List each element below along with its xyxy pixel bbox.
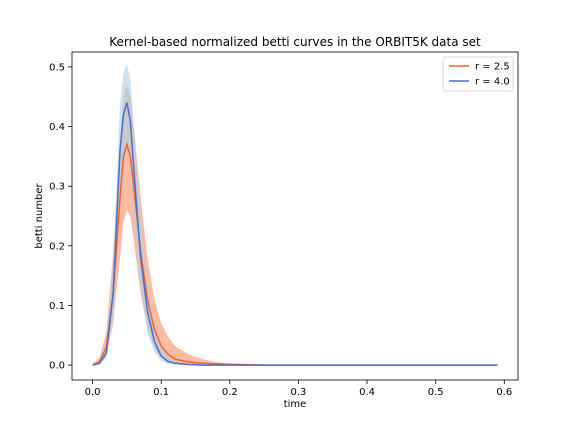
- y-tick-label: 0.0: [49, 361, 65, 372]
- plot-area: [72, 52, 518, 380]
- x-tick-label: 0.5: [428, 387, 444, 398]
- y-tick-label: 0.5: [49, 62, 65, 73]
- x-axis: 0.0 0.1 0.2 0.3 0.4 0.5 0.6: [85, 380, 512, 398]
- y-tick-label: 0.4: [49, 122, 65, 133]
- plot-frame: [71, 51, 519, 381]
- x-tick-label: 0.6: [496, 387, 512, 398]
- y-tick-label: 0.2: [49, 241, 65, 252]
- x-tick-label: 0.3: [290, 387, 306, 398]
- y-tick-label: 0.3: [49, 182, 65, 193]
- legend: r = 2.5 r = 4.0: [442, 56, 514, 92]
- x-axis-label: time: [284, 399, 307, 410]
- x-tick-label: 0.4: [359, 387, 375, 398]
- series-line-2: [92, 102, 498, 366]
- chart-title: Kernel-based normalized betti curves in …: [109, 35, 481, 49]
- series-lines: [92, 102, 498, 366]
- y-tick-label: 0.1: [49, 301, 65, 312]
- legend-label-series-2: r = 4.0: [475, 77, 510, 88]
- y-axis-label: betti number: [34, 182, 45, 248]
- x-tick-label: 0.2: [222, 387, 238, 398]
- x-tick-label: 0.0: [85, 387, 101, 398]
- x-tick-label: 0.1: [153, 387, 169, 398]
- legend-label-series-1: r = 2.5: [475, 62, 510, 73]
- y-axis: 0.0 0.1 0.2 0.3 0.4 0.5: [49, 62, 72, 372]
